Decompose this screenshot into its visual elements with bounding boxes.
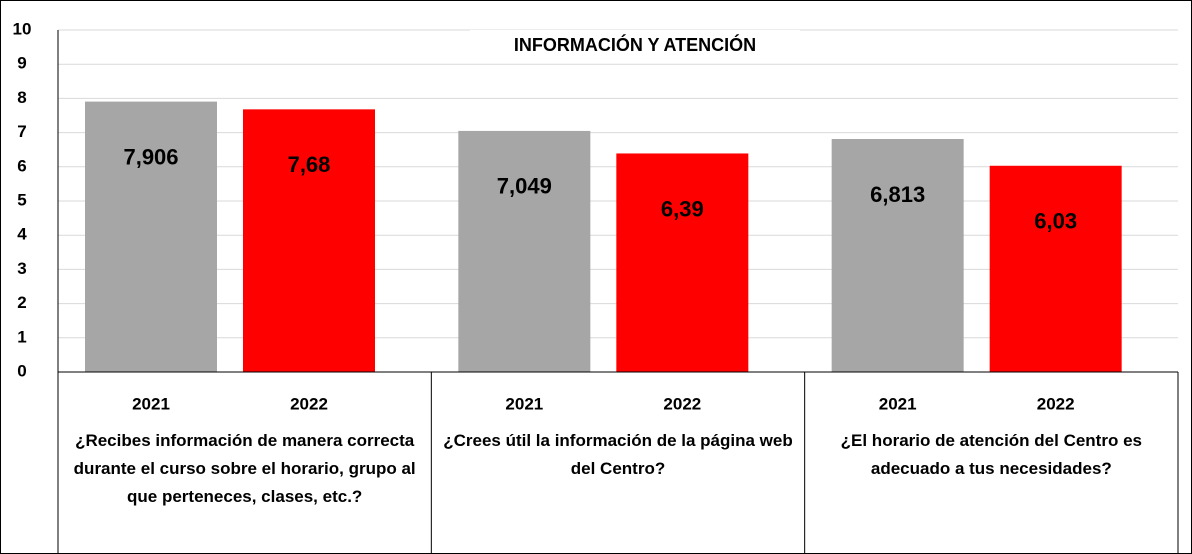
y-tick-label: 1 — [17, 327, 26, 346]
bar — [85, 101, 217, 372]
bar — [989, 165, 1122, 372]
y-tick-label: 2 — [17, 293, 26, 312]
y-tick-label: 6 — [17, 156, 26, 175]
y-tick-label: 9 — [17, 54, 26, 73]
x-sub-label: 2021 — [879, 394, 917, 413]
category-label: ¿El horario de atención del Centro es ad… — [840, 431, 1142, 478]
bar — [616, 153, 749, 372]
bar — [243, 109, 375, 373]
y-tick-label: 5 — [17, 190, 26, 209]
data-label: 7,906 — [123, 144, 178, 169]
title-background — [470, 30, 800, 62]
bar — [831, 138, 964, 372]
x-sub-label: 2021 — [505, 394, 543, 413]
y-tick-label: 0 — [17, 361, 26, 380]
bar — [458, 130, 591, 372]
x-sub-label: 2022 — [1037, 394, 1075, 413]
data-label: 7,68 — [288, 152, 331, 177]
data-label: 7,049 — [497, 174, 552, 199]
data-label: 6,39 — [661, 196, 704, 221]
y-tick-label: 8 — [17, 88, 26, 107]
y-tick-label: 3 — [17, 259, 26, 278]
chart-title: INFORMACIÓN Y ATENCIÓN — [514, 34, 756, 55]
x-sub-label: 2022 — [663, 394, 701, 413]
y-tick-label: 7 — [17, 122, 26, 141]
category-label: ¿Recibes información de manera correcta … — [73, 431, 416, 506]
category-label: ¿Crees útil la información de la página … — [443, 431, 793, 478]
x-sub-label: 2021 — [132, 394, 170, 413]
data-label: 6,03 — [1034, 209, 1077, 234]
y-tick-label: 4 — [17, 225, 27, 244]
data-label: 6,813 — [870, 182, 925, 207]
x-sub-label: 2022 — [290, 394, 328, 413]
y-tick-label: 10 — [13, 19, 32, 38]
